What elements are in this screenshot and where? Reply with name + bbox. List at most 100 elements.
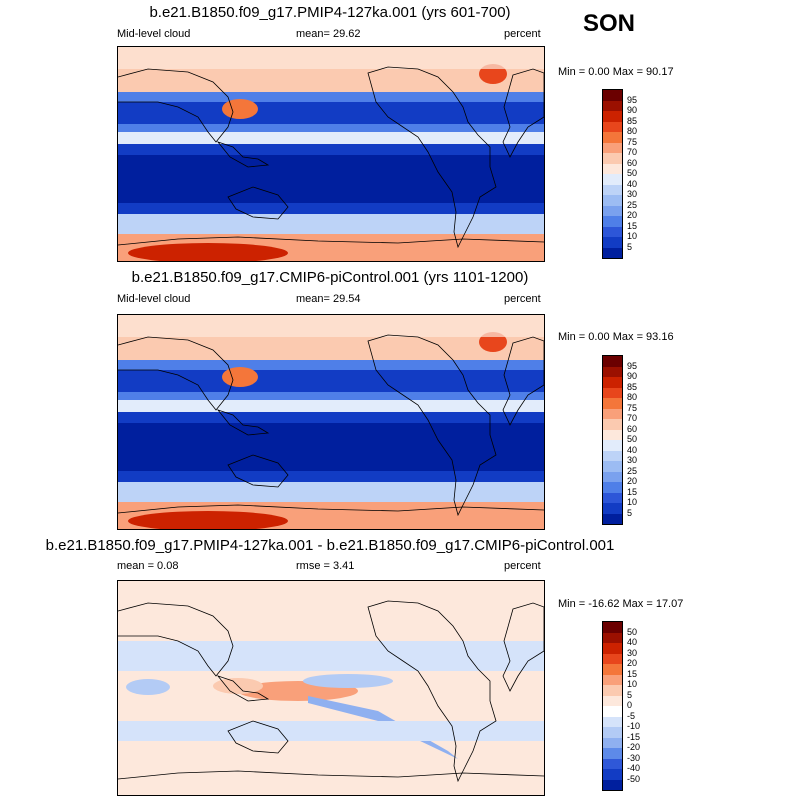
coastline <box>216 409 270 436</box>
coastline <box>227 186 289 220</box>
colorbar-swatch <box>603 450 622 461</box>
panel-3-rmse-label: rmse = 3.41 <box>296 560 355 572</box>
map-band <box>118 482 544 502</box>
colorbar-swatch <box>603 706 622 717</box>
colorbar-swatch <box>603 132 622 143</box>
coastline <box>227 454 289 488</box>
panel-2-variable-label: Mid-level cloud <box>117 293 191 305</box>
colorbar-swatch <box>603 664 622 675</box>
colorbar-swatch <box>603 205 622 216</box>
colorbar-swatch <box>603 429 622 440</box>
colorbar-swatch <box>603 748 622 759</box>
colorbar-swatch <box>603 226 622 237</box>
panel-2-colorbar <box>602 355 623 525</box>
colorbar-swatch <box>603 440 622 451</box>
panel-1-mean-label: mean= 29.62 <box>296 28 361 40</box>
coastline <box>118 504 544 514</box>
panel-3-title: b.e21.B1850.f09_g17.PMIP4-127ka.001 - b.… <box>45 537 615 554</box>
map-band <box>308 696 458 759</box>
colorbar-tick-label: 25 <box>627 199 638 210</box>
coastline <box>216 675 270 702</box>
panel-3-colorbar <box>602 621 623 791</box>
colorbar-tick-label: 50 <box>627 434 638 444</box>
coastline <box>367 66 497 249</box>
coastline <box>118 336 234 411</box>
colorbar-swatch <box>603 195 622 206</box>
colorbar-tick-label: 20 <box>627 658 638 668</box>
coastline <box>118 68 234 143</box>
colorbar-swatch <box>603 366 622 377</box>
colorbar-swatch <box>603 387 622 398</box>
colorbar-tick-label: 15 <box>627 486 638 497</box>
panel-2-minmax: Min = 0.00 Max = 93.16 <box>558 331 674 343</box>
colorbar-tick-label: -20 <box>627 742 641 752</box>
coastline <box>118 236 544 246</box>
colorbar-tick-label: 80 <box>627 126 638 136</box>
colorbar-swatch <box>603 377 622 388</box>
colorbar-swatch <box>603 471 622 482</box>
colorbar-swatch <box>603 737 622 748</box>
colorbar-swatch <box>603 758 622 769</box>
map-blob <box>222 367 258 387</box>
colorbar-swatch <box>603 727 622 738</box>
map-band <box>118 214 544 234</box>
colorbar-tick-label: -30 <box>627 752 641 763</box>
colorbar-tick-label: -10 <box>627 721 641 731</box>
coastline <box>118 770 544 780</box>
colorbar-tick-label: 10 <box>627 231 638 241</box>
colorbar-tick-label: 15 <box>627 668 638 679</box>
colorbar-swatch <box>603 237 622 248</box>
colorbar-tick-label: 5 <box>627 689 633 700</box>
map-band <box>118 423 544 471</box>
colorbar-tick-label: 60 <box>627 423 638 434</box>
colorbar-tick-label: 80 <box>627 392 638 402</box>
coastline <box>227 720 289 754</box>
colorbar-tick-label: 30 <box>627 647 638 658</box>
colorbar-tick-label: 85 <box>627 115 638 126</box>
colorbar-swatch <box>603 492 622 503</box>
colorbar-swatch <box>603 163 622 174</box>
colorbar-swatch <box>603 153 622 164</box>
colorbar-swatch <box>603 622 622 633</box>
colorbar-tick-label: 5 <box>627 507 633 518</box>
panel-1-units-label: percent <box>504 28 541 40</box>
map-band <box>118 721 544 741</box>
colorbar-swatch <box>603 779 622 790</box>
colorbar-swatch <box>603 100 622 111</box>
coastline <box>216 141 270 168</box>
colorbar-tick-label: 60 <box>627 157 638 168</box>
colorbar-swatch <box>603 111 622 122</box>
colorbar-tick-label: 95 <box>627 94 638 105</box>
colorbar-tick-label: 50 <box>627 168 638 178</box>
colorbar-swatch <box>603 174 622 185</box>
coastline <box>502 602 544 692</box>
panel-3-units-label: percent <box>504 560 541 572</box>
colorbar-swatch <box>603 184 622 195</box>
colorbar-swatch <box>603 247 622 258</box>
panel-1-map <box>117 46 545 262</box>
panel-2-map-svg <box>118 315 544 529</box>
map-band <box>118 155 544 203</box>
panel-1-colorbar <box>602 89 623 259</box>
colorbar-tick-label: 40 <box>627 637 638 647</box>
colorbar-tick-label: 95 <box>627 360 638 371</box>
colorbar-tick-label: 20 <box>627 210 638 220</box>
map-band <box>118 102 544 124</box>
colorbar-tick-label: 75 <box>627 402 638 413</box>
coastline <box>367 600 497 783</box>
colorbar-swatch <box>603 398 622 409</box>
colorbar-swatch <box>603 632 622 643</box>
colorbar-swatch <box>603 513 622 524</box>
panel-1-map-svg <box>118 47 544 261</box>
colorbar-swatch <box>603 419 622 430</box>
colorbar-tick-label: 70 <box>627 147 638 157</box>
panel-3-map <box>117 580 545 796</box>
colorbar-swatch <box>603 142 622 153</box>
coastline <box>502 336 544 426</box>
map-blob <box>128 243 288 261</box>
colorbar-swatch <box>603 674 622 685</box>
map-blob <box>222 99 258 119</box>
colorbar-tick-label: 75 <box>627 136 638 147</box>
season-label: SON <box>583 10 636 37</box>
colorbar-tick-label: 30 <box>627 455 638 465</box>
